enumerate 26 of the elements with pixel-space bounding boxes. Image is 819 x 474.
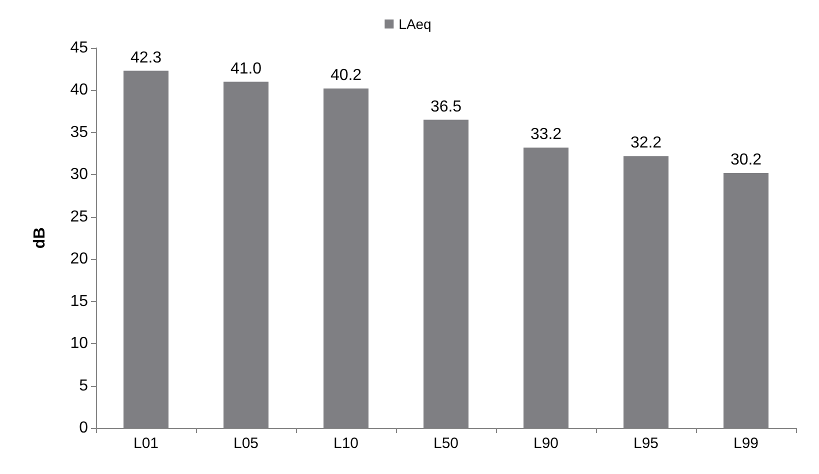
data-label: 42.3 <box>130 49 162 66</box>
y-axis-title: dB <box>32 227 48 249</box>
y-tick-label: 30 <box>70 166 88 184</box>
y-tick-label: 25 <box>70 208 88 226</box>
x-tick-label: L01 <box>133 435 159 452</box>
data-label: 41.0 <box>230 60 262 78</box>
y-tick-label: 0 <box>79 420 88 436</box>
y-tick-label: 5 <box>79 377 88 394</box>
legend-label: LAeq <box>398 16 432 32</box>
x-tick-label: L95 <box>633 435 659 452</box>
data-label: 30.2 <box>730 151 762 168</box>
x-tick-label: L99 <box>733 435 759 452</box>
data-label: 32.2 <box>630 134 662 152</box>
x-tick-label: L90 <box>533 435 559 452</box>
x-tick-label: L50 <box>433 435 459 452</box>
y-tick-label: 20 <box>70 250 88 268</box>
data-label: 36.5 <box>430 98 462 116</box>
data-label: 40.2 <box>330 67 362 84</box>
x-tick-label: L05 <box>233 435 259 452</box>
y-tick-label: 35 <box>70 124 88 141</box>
y-tick-label: 15 <box>70 292 88 310</box>
y-tick-label: 45 <box>70 40 88 56</box>
data-label: 33.2 <box>530 126 562 144</box>
y-tick-label: 40 <box>70 82 88 99</box>
x-tick-label: L10 <box>333 435 359 452</box>
y-tick-label: 10 <box>70 335 88 352</box>
